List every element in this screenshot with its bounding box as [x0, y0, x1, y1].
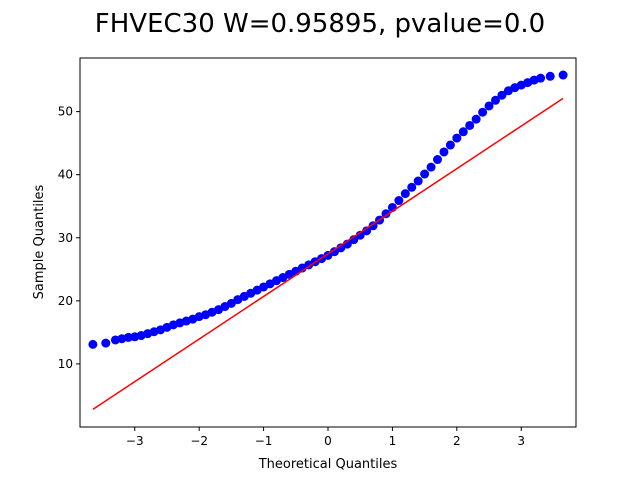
data-point	[407, 182, 417, 192]
data-point	[426, 162, 436, 172]
x-axis-label: Theoretical Quantiles	[258, 457, 398, 472]
x-tick-label: 1	[389, 434, 397, 448]
data-point	[88, 339, 98, 349]
data-point	[420, 169, 430, 179]
x-tick-label: −1	[255, 434, 273, 448]
y-tick-label: 50	[58, 105, 73, 119]
data-point	[484, 101, 494, 111]
data-point	[368, 221, 378, 231]
data-point	[471, 114, 481, 124]
data-point	[101, 338, 111, 348]
data-point	[400, 189, 410, 199]
y-tick-label: 10	[58, 357, 73, 371]
data-point	[433, 155, 443, 165]
data-point	[536, 73, 546, 83]
x-tick-label: 0	[324, 434, 332, 448]
plot-area	[80, 58, 576, 427]
y-axis-label: Sample Quantiles	[32, 184, 47, 299]
y-tick-label: 30	[58, 231, 73, 245]
x-tick-label: −3	[126, 434, 144, 448]
y-tick-label: 20	[58, 294, 73, 308]
data-point	[458, 127, 468, 137]
data-point	[362, 226, 372, 236]
data-point	[545, 71, 555, 81]
data-point	[452, 133, 462, 143]
x-tick-label: 3	[517, 434, 525, 448]
data-point	[394, 196, 404, 206]
x-tick-label: −2	[190, 434, 208, 448]
data-point	[413, 176, 423, 186]
data-point	[558, 70, 568, 80]
data-point	[439, 147, 449, 157]
chart-title: FHVEC30 W=0.95895, pvalue=0.0	[95, 9, 545, 39]
x-axis-ticks: −3 −2 −1 0 1 2 3	[126, 427, 525, 448]
y-axis-ticks: 10 20 30 40 50	[58, 105, 80, 371]
data-point	[490, 95, 500, 105]
data-point	[445, 140, 455, 150]
data-point	[497, 90, 507, 100]
y-tick-label: 40	[58, 168, 73, 182]
data-point	[478, 107, 488, 117]
data-marks	[88, 70, 568, 410]
reference-line	[92, 97, 564, 410]
data-point	[465, 120, 475, 130]
plot-frame	[79, 57, 577, 428]
data-point	[355, 230, 365, 240]
x-tick-label: 2	[453, 434, 461, 448]
data-point	[381, 209, 391, 219]
